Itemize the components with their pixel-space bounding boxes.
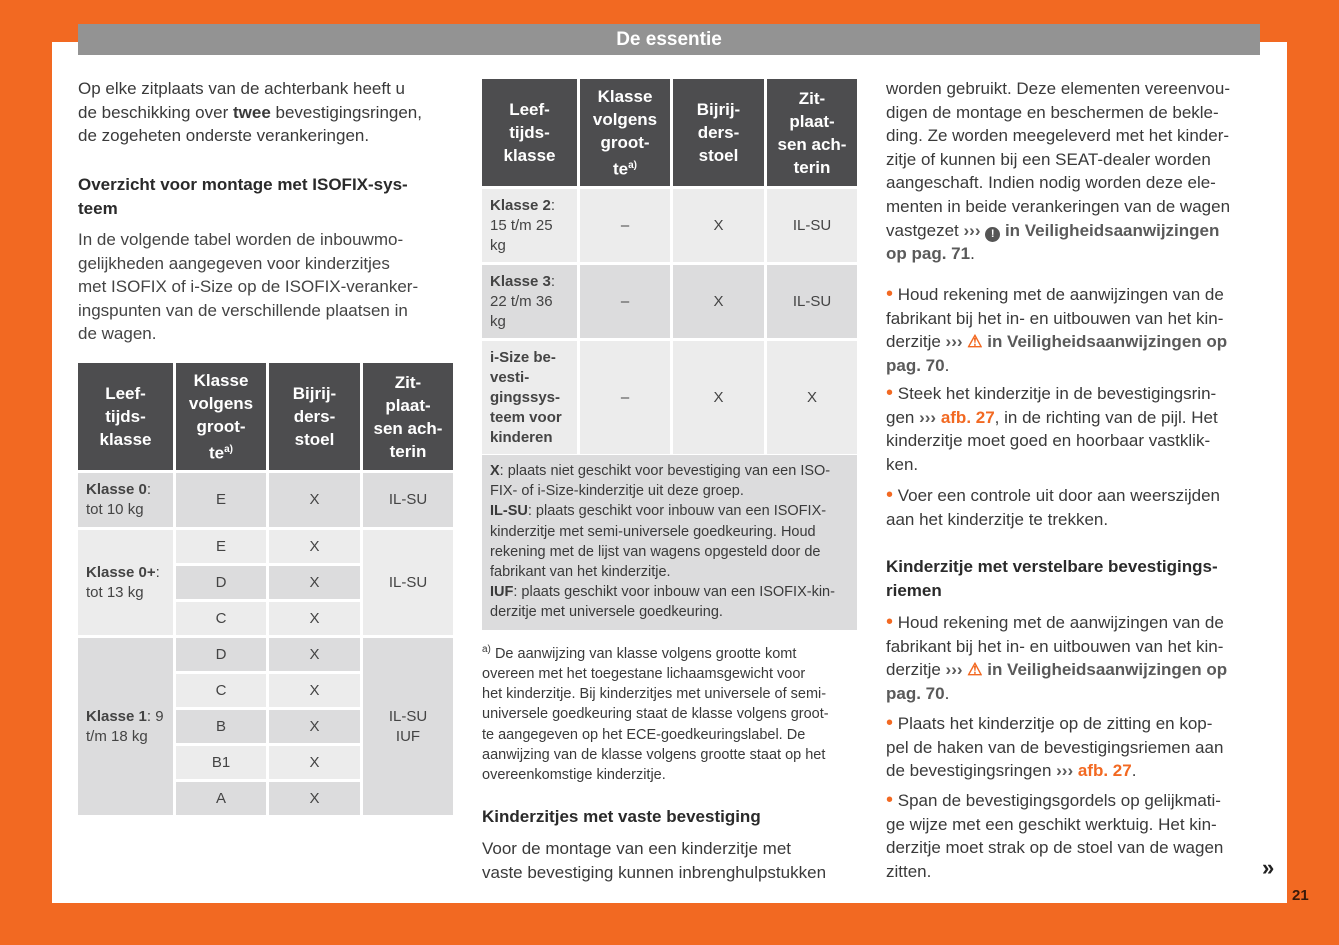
safety-reference-link[interactable]: in Veiligheidsaanwijzingen op pag. 70 — [886, 660, 1228, 703]
warning-triangle-icon: ⚠ — [967, 332, 983, 352]
front-cell: X — [673, 189, 764, 262]
rear-cell: IL-SU IUF — [363, 638, 453, 815]
continue-chevron-icon: » — [1262, 855, 1275, 880]
safety-reference-link[interactable]: in Veiligheidsaanwijzingen op pag. 71 — [886, 220, 1220, 264]
fixed-mount-heading: Kinderzitjes met vaste bevestiging — [482, 807, 761, 826]
front-cell: X — [269, 710, 360, 743]
table-row: Klasse 0: tot 10 kg E X IL-SU — [78, 473, 453, 527]
rear-cell: IL-SU — [363, 473, 453, 527]
bullet-icon: • — [886, 283, 894, 305]
col-header-age-class: Leef- tijds- klasse — [78, 363, 173, 470]
bullet-icon: • — [886, 789, 894, 811]
size-cell: B — [176, 710, 266, 743]
col-header-size-class: Klasse volgens groot- tea) — [176, 363, 266, 470]
right-paragraph: worden gebruikt. Deze elementen vereenvo… — [886, 79, 1231, 264]
col-header-rear-seats: Zit- plaat- sen ach- terin — [363, 363, 453, 470]
front-cell: X — [269, 638, 360, 671]
table-row: C X — [78, 602, 453, 635]
col-header-rear-seats: Zit- plaat- sen ach- terin — [767, 79, 857, 186]
size-cell: A — [176, 782, 266, 815]
front-cell: X — [673, 265, 764, 338]
size-cell: B1 — [176, 746, 266, 779]
table-row: Klasse 3: 22 t/m 36 kg – X IL-SU — [482, 265, 857, 338]
rear-cell: X — [767, 341, 857, 454]
table-row: C X — [78, 674, 453, 707]
front-cell: X — [269, 746, 360, 779]
exclamation-circle-icon: ! — [985, 226, 1001, 242]
safety-reference-link[interactable]: in Veiligheidsaanwijzingen op pag. 70 — [886, 332, 1228, 375]
isofix-heading: Overzicht voor montage met ISOFIX-sys- t… — [78, 175, 408, 218]
bullet-item: • Voer een controle uit door aan weerszi… — [886, 484, 1220, 529]
table-row: i-Size be- vesti- gingssys- teem voor ki… — [482, 341, 857, 454]
fixed-mount-paragraph: Voor de montage van een kinderzitje met … — [482, 839, 827, 882]
figure-link[interactable]: afb. 27 — [1077, 761, 1132, 781]
size-cell: C — [176, 674, 266, 707]
age-class-cell: Klasse 1: 9 t/m 18 kg — [78, 638, 173, 815]
bullet-item: • Houd rekening met de aanwijzingen van … — [886, 611, 1228, 703]
table-row: D X — [78, 566, 453, 599]
col-header-age-class: Leef- tijds- klasse — [482, 79, 577, 186]
isofix-table-2: Leef- tijds- klasse Klasse volgens groot… — [479, 76, 860, 457]
age-class-cell: Klasse 0: tot 10 kg — [78, 473, 173, 527]
table-row: A X — [78, 782, 453, 815]
age-class-cell: Klasse 2: 15 t/m 25 kg — [482, 189, 577, 262]
bold-text: twee — [232, 102, 271, 122]
rear-cell: IL-SU — [363, 530, 453, 635]
table-row: B1 X — [78, 746, 453, 779]
rear-cell: IL-SU — [767, 265, 857, 338]
col-header-passenger-seat: Bijrij- ders- stoel — [269, 363, 360, 470]
bullet-icon: • — [886, 611, 894, 633]
size-cell: – — [580, 265, 670, 338]
size-cell: – — [580, 341, 670, 454]
text: Op elke zitplaats van de achterbank heef… — [78, 79, 405, 122]
bullet-item: • Houd rekening met de aanwijzingen van … — [886, 283, 1228, 375]
arrows-link[interactable]: ››› — [963, 220, 981, 240]
section-header: De essentie — [78, 24, 1260, 55]
table-row: B X — [78, 710, 453, 743]
footnote-marker: a) — [482, 644, 491, 655]
isofix-paragraph: In de volgende tabel worden de inbouwmo-… — [78, 230, 419, 344]
size-cell: – — [580, 189, 670, 262]
age-class-cell: Klasse 0+: tot 13 kg — [78, 530, 173, 635]
bullet-item: • Steek het kinderzitje in de bevestigin… — [886, 382, 1218, 474]
table-row: Klasse 0+: tot 13 kg E X IL-SU — [78, 530, 453, 635]
adjustable-straps-heading: Kinderzitje met verstelbare bevestigings… — [886, 557, 1218, 600]
bullet-item: • Plaats het kinderzitje op de zitting e… — [886, 712, 1224, 781]
rear-cell: IL-SU — [767, 189, 857, 262]
table-row: Klasse 1: 9 t/m 18 kg D X IL-SU IUF — [78, 638, 453, 815]
isofix-table-1: Leef- tijds- klasse Klasse volgens groot… — [75, 360, 456, 818]
age-class-cell: Klasse 3: 22 t/m 36 kg — [482, 265, 577, 338]
age-class-cell: i-Size be- vesti- gingssys- teem voor ki… — [482, 341, 577, 454]
front-cell: X — [269, 473, 360, 527]
size-cell: C — [176, 602, 266, 635]
front-cell: X — [269, 566, 360, 599]
table-legend: X: plaats niet geschikt voor bevestiging… — [482, 455, 857, 630]
page-number: 21 — [1292, 887, 1309, 904]
front-cell: X — [269, 782, 360, 815]
size-cell: D — [176, 566, 266, 599]
bullet-icon: • — [886, 382, 894, 404]
text: bevestigingsringen, de zogeheten onderst… — [78, 102, 422, 146]
figure-link[interactable]: afb. 27 — [940, 407, 995, 427]
col-header-size-class: Klasse volgens groot- tea) — [580, 79, 670, 186]
footnote: a) De aanwijzing van klasse volgens groo… — [482, 644, 829, 784]
col-header-passenger-seat: Bijrij- ders- stoel — [673, 79, 764, 186]
warning-triangle-icon: ⚠ — [967, 660, 983, 680]
size-cell: D — [176, 638, 266, 671]
front-cell: X — [269, 530, 360, 563]
size-cell: E — [176, 473, 266, 527]
size-cell: E — [176, 530, 266, 563]
bullet-icon: • — [886, 712, 894, 734]
bullet-icon: • — [886, 484, 894, 506]
front-cell: X — [673, 341, 764, 454]
bullet-item: • Span de bevestigingsgordels op gelijkm… — [886, 789, 1224, 881]
intro-paragraph: Op elke zitplaats van de achterbank heef… — [78, 77, 458, 148]
table-row: Klasse 2: 15 t/m 25 kg – X IL-SU — [482, 189, 857, 262]
front-cell: X — [269, 674, 360, 707]
front-cell: X — [269, 602, 360, 635]
